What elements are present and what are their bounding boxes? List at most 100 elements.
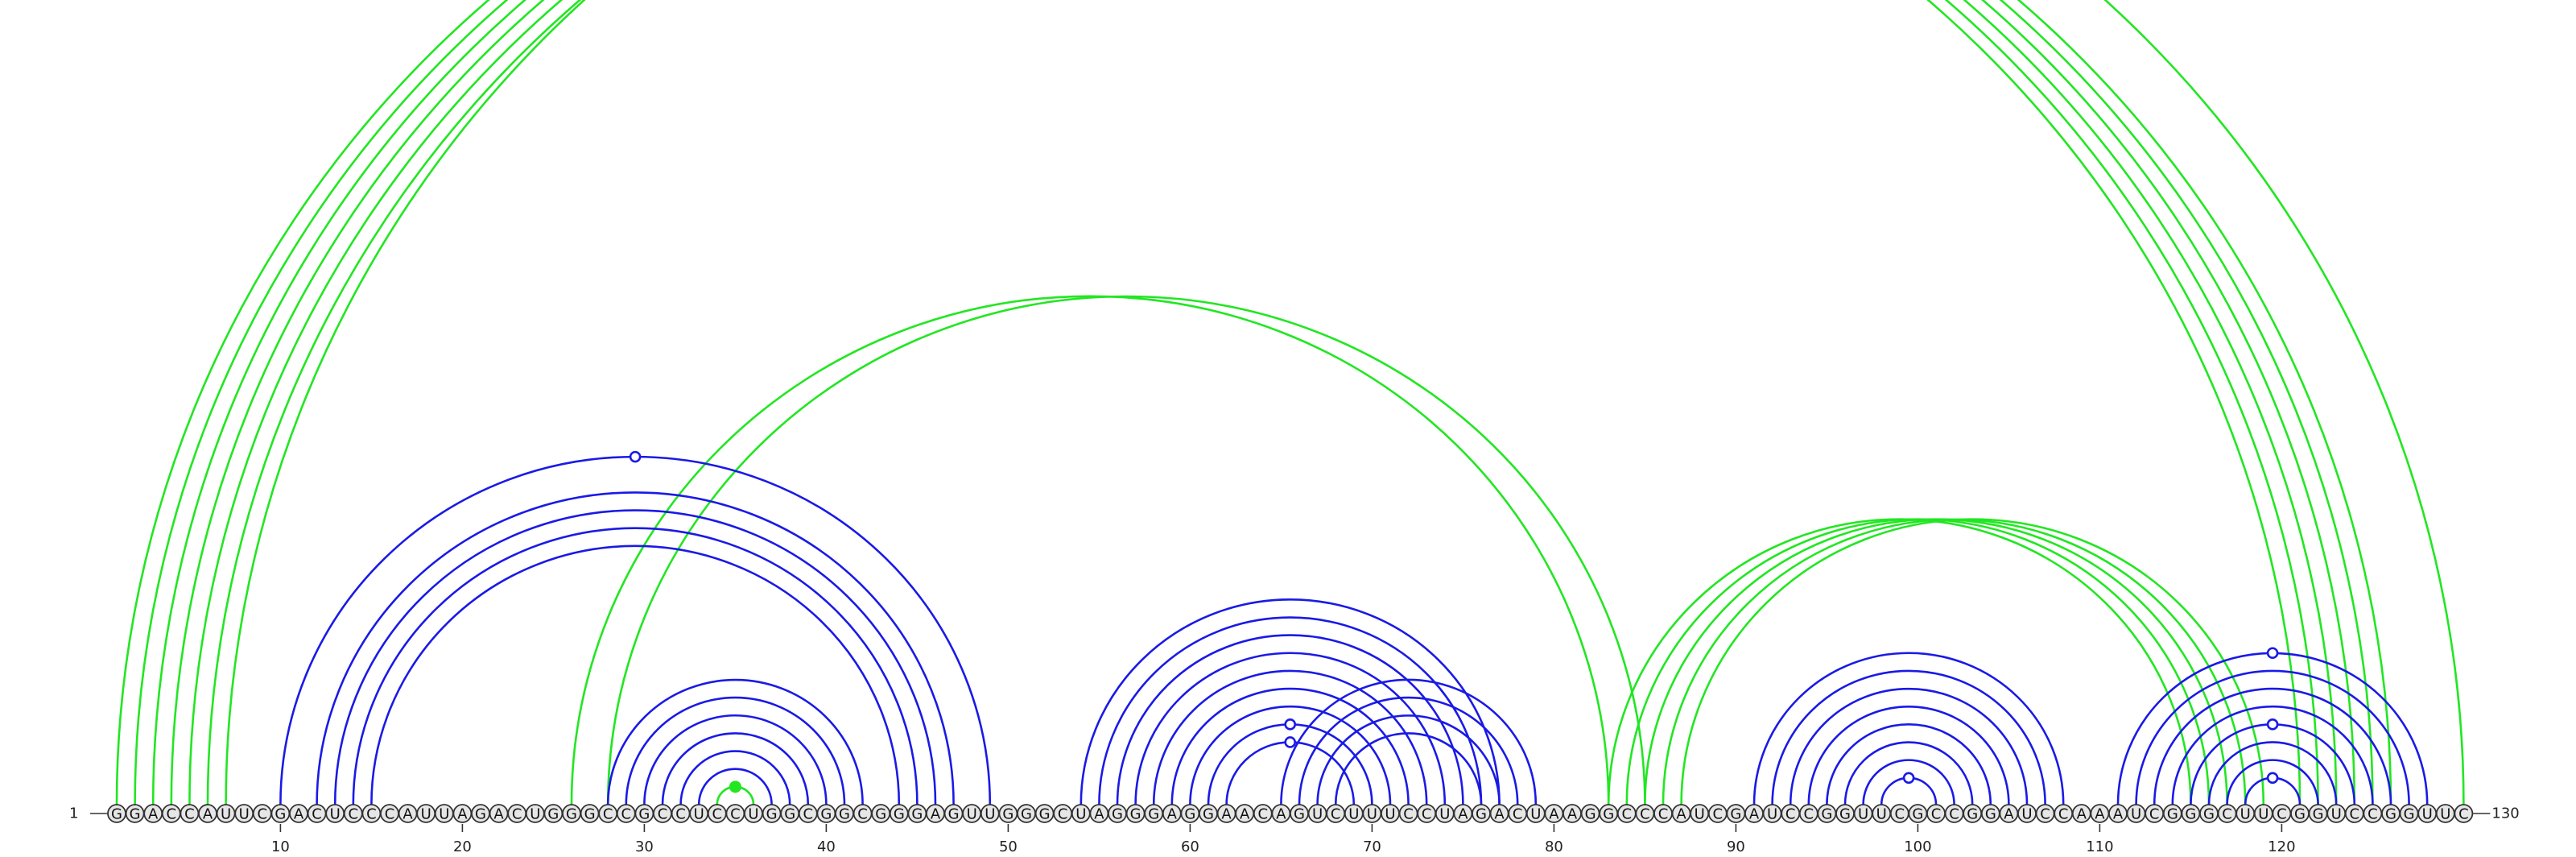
nucleotide-letter: A [1494, 806, 1505, 823]
nucleotide-letter: G [911, 806, 923, 823]
blue-arc-14-45 [352, 527, 919, 805]
nucleotide-letter: C [349, 806, 359, 823]
nucleotide-letter: U [2240, 806, 2251, 823]
nucleotide-letter: U [694, 806, 704, 823]
blue-arc-30-40 [643, 714, 828, 805]
nucleotide-letter: C [675, 806, 686, 823]
nucleotide-letter: G [948, 806, 960, 823]
nucleotide-letter: A [1240, 806, 1250, 823]
nucleotide-letter: C [730, 806, 741, 823]
nucleotide-letter: G [1985, 806, 1996, 823]
blue-arc-115-124 [2190, 723, 2356, 805]
nucleotide-letter: G [1002, 806, 1013, 823]
nucleotide-letter: A [457, 806, 468, 823]
nucleotide-letter: C [2277, 806, 2287, 823]
nucleotide-letter: U [239, 806, 250, 823]
nucleotide-letter: G [2203, 806, 2215, 823]
nucleotide-letter: U [530, 806, 540, 823]
nucleotide-letter: C [1713, 806, 1724, 823]
nucleotide-letter: A [402, 806, 413, 823]
nucleotide-letter: A [493, 806, 504, 823]
nucleotide-letter: G [784, 806, 795, 823]
nucleotide-letter: A [1221, 806, 1232, 823]
nucleotide-letter: C [1258, 806, 1269, 823]
sequence-start-label: 1 [69, 805, 78, 822]
nucleotide-letter: U [1530, 806, 1541, 823]
nucleotide-letter: G [1603, 806, 1614, 823]
nucleotide-letter: G [2167, 806, 2178, 823]
nucleotide-letter: A [2095, 806, 2105, 823]
nucleotide-letter: G [766, 806, 778, 823]
blue-arc-58-73 [1152, 669, 1428, 805]
nucleotide-letter: G [111, 806, 122, 823]
nucleotide-letter: G [1021, 806, 1032, 823]
nucleotide-letter: G [1730, 806, 1741, 823]
nucleotide-letter: C [603, 806, 613, 823]
nucleotide-letter: G [2313, 806, 2324, 823]
axis-tick-label: 110 [2086, 838, 2113, 855]
nucleotide-letter: A [1276, 806, 1286, 823]
sequence-backbone: 1 130 [69, 805, 2520, 822]
nucleotide-letter: A [1549, 806, 1559, 823]
nucleotide-letter: C [1403, 806, 1414, 823]
green-arc-6-126 [206, 0, 2392, 805]
green-arc-4-124 [170, 0, 2356, 805]
nucleotide-circle [2454, 804, 2474, 823]
nucleotide-letter: C [1622, 806, 1633, 823]
blue-arc-54-77 [1080, 598, 1501, 805]
blue-arc-33-37 [697, 768, 773, 805]
nucleotide-letter: A [1567, 806, 1578, 823]
nucleotide-letter: G [820, 806, 832, 823]
nucleotide-letter: U [1367, 806, 1377, 823]
green-arc-2-122 [134, 0, 2319, 805]
axis-tick-label: 50 [999, 838, 1018, 855]
sequence-end-label: 130 [2491, 805, 2519, 822]
nucleotide-letter: C [1058, 806, 1068, 823]
nucleotide-letter: G [275, 806, 286, 823]
blue-arc-112-127 [2135, 669, 2410, 805]
arc-markers-layer [629, 450, 2279, 793]
blue-arc-marker [1284, 736, 1296, 748]
blue-arc-66-78 [1298, 696, 1519, 805]
nucleotide-letter: C [857, 806, 868, 823]
nucleotide-letter: G [1130, 806, 1141, 823]
nucleotide-letter: G [1148, 806, 1159, 823]
blue-arc-114-125 [2171, 705, 2374, 805]
blue-arc-93-106 [1789, 687, 2029, 805]
nucleotide-letter: G [547, 806, 559, 823]
blue-arc-12-47 [316, 491, 955, 805]
nucleotide-letter: C [312, 806, 322, 823]
blue-arc-marker [1902, 772, 1915, 785]
nucleotide-letter: C [621, 806, 632, 823]
position-axis: 10 20 30 40 50 60 70 80 90 100 110 120 [271, 824, 2296, 855]
green-arc-26-83 [570, 295, 1610, 805]
nucleotide-letter: G [875, 806, 886, 823]
blue-arc-15-44 [370, 544, 901, 805]
nucleotide-letter: U [1439, 806, 1450, 823]
nucleotide-letter: U [1767, 806, 1777, 823]
axis-tick-label: 80 [1545, 838, 1563, 855]
green-arc-7-130 [225, 0, 2465, 805]
blue-arc-116-123 [2207, 741, 2338, 805]
nucleotide-letter: G [1203, 806, 1214, 823]
nucleotide-letter: U [330, 806, 341, 823]
nucleotide-letter: U [2440, 806, 2450, 823]
nucleotide-letter: U [1876, 806, 1887, 823]
blue-arc-67-77 [1316, 714, 1501, 805]
nucleotide-letter: U [748, 806, 758, 823]
blue-arc-marker [1284, 718, 1296, 731]
axis-tick-label: 60 [1181, 838, 1199, 855]
nucleotide-letter: C [1513, 806, 1523, 823]
green-arcs-layer [115, 0, 2465, 805]
nucleotide-letter: U [2422, 806, 2433, 823]
nucleotide-letter: U [1695, 806, 1705, 823]
axis-tick-label: 70 [1363, 838, 1381, 855]
nucleotide-letter: U [1858, 806, 1868, 823]
axis-tick-label: 100 [1904, 838, 1931, 855]
nucleotide-letter: G [1839, 806, 1851, 823]
blue-arc-marker [2266, 772, 2279, 785]
blue-arc-marker [2266, 718, 2279, 731]
nucleotide-letter: U [2258, 806, 2268, 823]
nucleotide-letter: A [1676, 806, 1686, 823]
blue-arc-96-103 [1843, 741, 1974, 805]
